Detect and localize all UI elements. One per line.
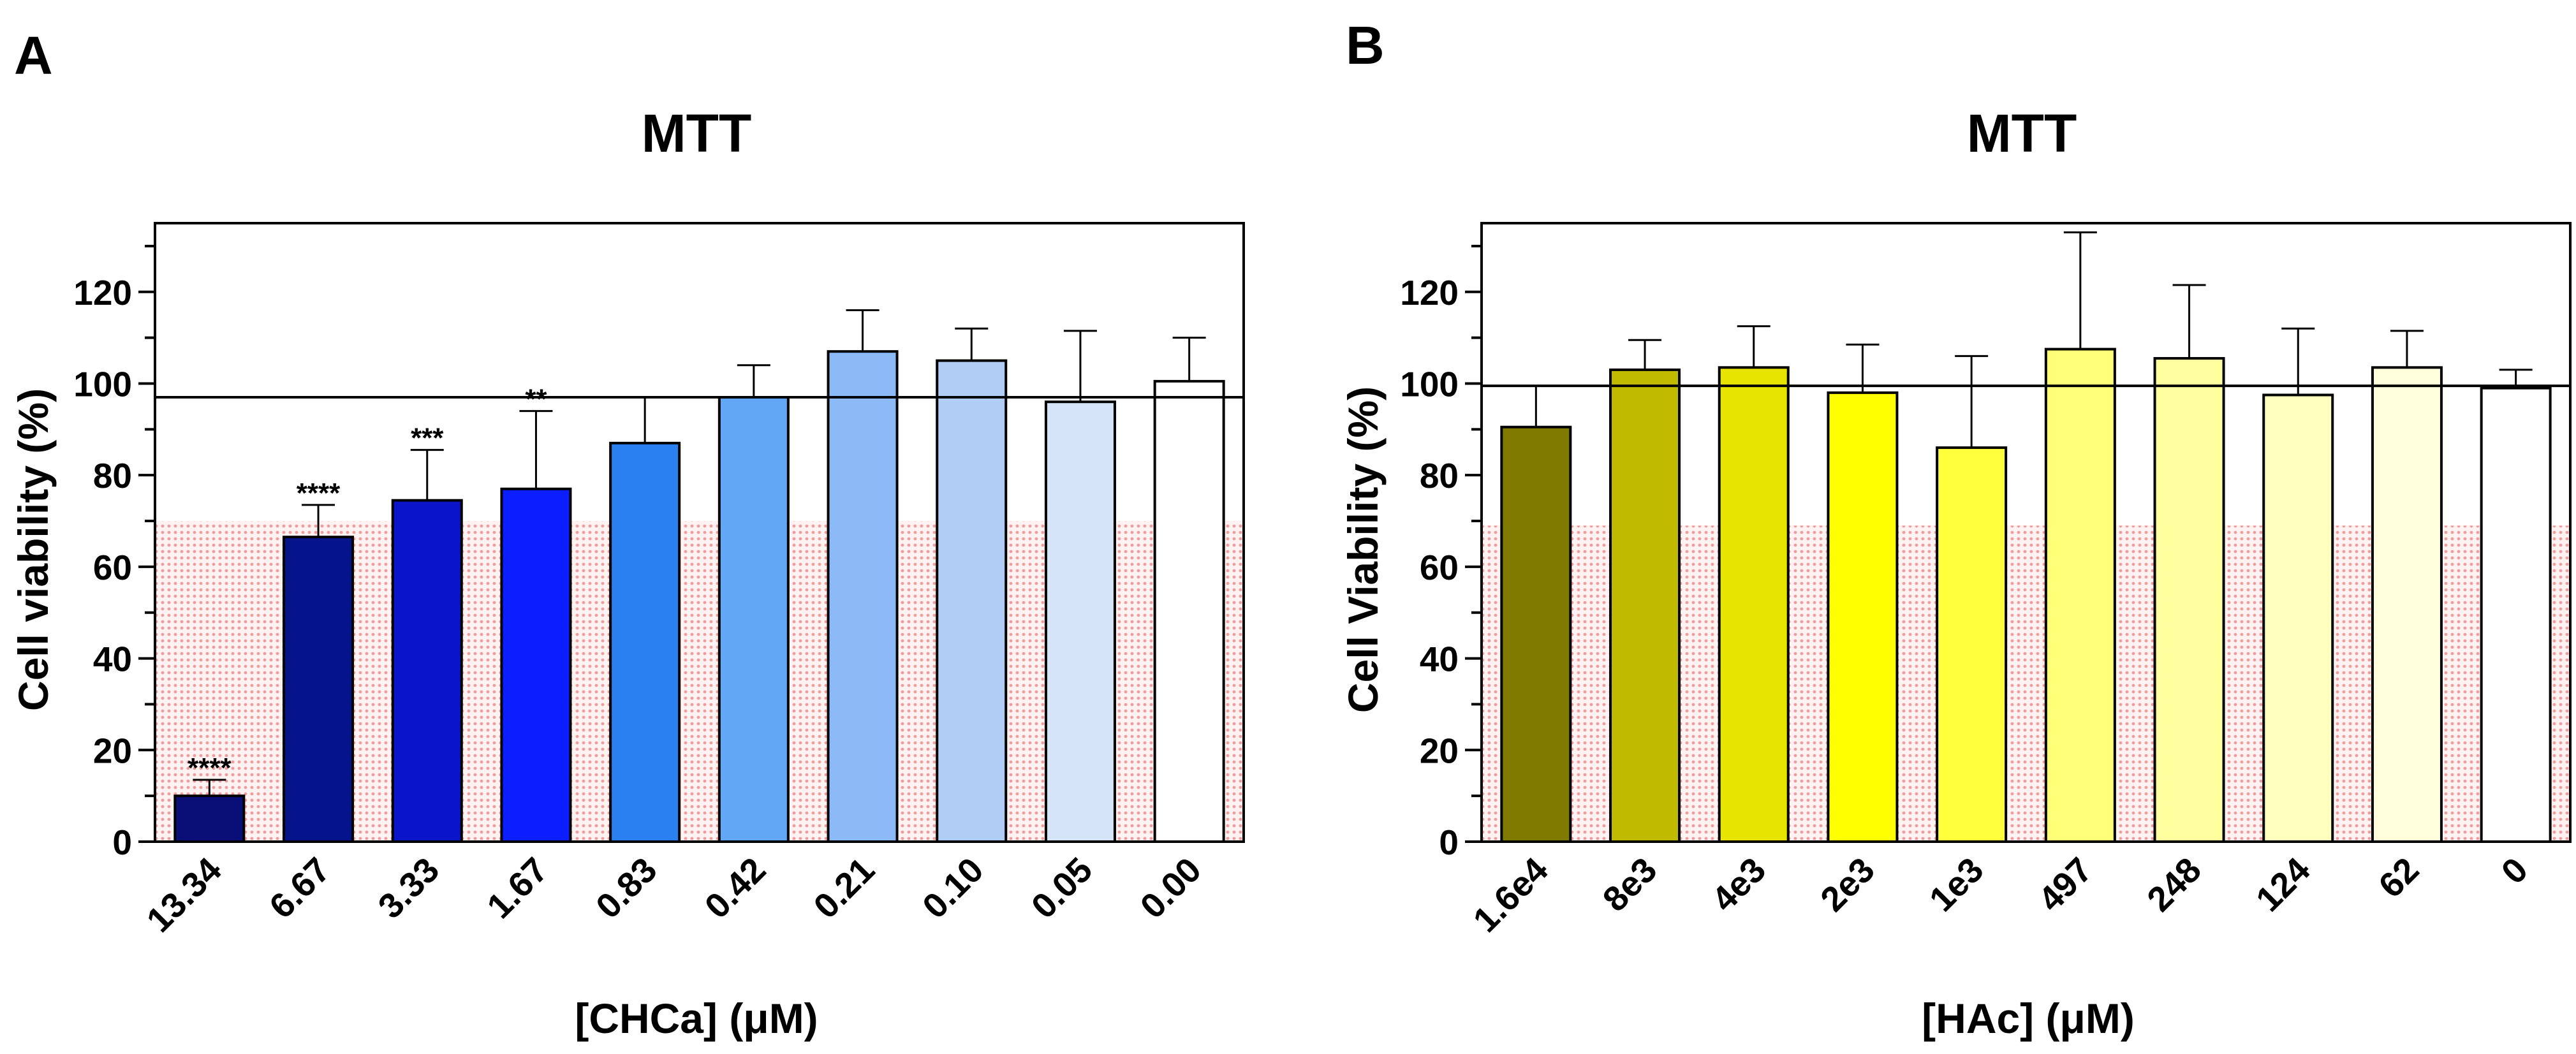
panel-a-x-tick-label-10: 0.00 xyxy=(1133,850,1209,926)
panel-a-x-tick-label-1: 13.34 xyxy=(139,849,229,939)
panel-a-x-tick-label-3: 3.33 xyxy=(371,850,447,926)
panel-b-bar-8 xyxy=(2262,393,2334,843)
panel-b-x-tick-label-10: 0 xyxy=(2494,850,2535,891)
panel-b-bar-10 xyxy=(2480,386,2552,843)
panel-b-bar-3 xyxy=(1718,366,1790,843)
panel-a-x-tick-label-8: 0.10 xyxy=(915,850,991,926)
panel-b-x-tick-label-8: 124 xyxy=(2248,849,2318,919)
panel-a-y-tick-label-100: 100 xyxy=(73,364,132,404)
panel-b-bar-7 xyxy=(2153,356,2225,843)
panel-b-y-tick-label-100: 100 xyxy=(1400,364,1459,404)
panel-a-bar-6 xyxy=(718,396,790,843)
panel-a-x-tick-label-5: 0.83 xyxy=(588,850,665,926)
panel-b-y-tick-label-0: 0 xyxy=(1439,823,1459,862)
panel-b-y-tick-label-40: 40 xyxy=(1420,640,1459,679)
panel-a-title: MTT xyxy=(642,103,752,163)
panel-b-x-tick-label-6: 497 xyxy=(2031,850,2100,919)
panel-b-y-tick-label-120: 120 xyxy=(1400,273,1459,312)
panel-b-x-tick-label-4: 2e3 xyxy=(1813,850,1882,919)
panel-b-x-axis-label: [HAc] (μM) xyxy=(1922,995,2135,1042)
panel-a-significance-1: **** xyxy=(188,752,232,784)
panel-b-x-tick-label-7: 248 xyxy=(2139,850,2209,919)
panel-b-x-tick-label-5: 1e3 xyxy=(1922,850,1991,919)
panel-b-y-tick-label-20: 20 xyxy=(1420,731,1459,770)
panel-a-bar-3 xyxy=(391,499,463,843)
panel-a-bar-8 xyxy=(936,359,1008,843)
panel-b-x-tick-label-1: 1.6e4 xyxy=(1466,849,1556,939)
panel-a-bar-2 xyxy=(283,536,355,843)
panel-a-bar-5 xyxy=(609,441,681,843)
panel-b-letter: B xyxy=(1346,15,1385,75)
panel-a-letter: A xyxy=(14,26,53,85)
panel-a-bar-7 xyxy=(827,350,899,843)
panel-a-significance-3: *** xyxy=(411,423,444,454)
panel-a-y-axis-label: Cell viability (%) xyxy=(10,388,57,711)
panel-b-bar-2 xyxy=(1609,368,1681,843)
panel-a-bar-9 xyxy=(1044,400,1116,843)
panel-a-y-tick-label-0: 0 xyxy=(112,823,132,862)
panel-a-x-axis-label: [CHCa] (μM) xyxy=(575,995,818,1042)
panel-b-plot: 1.6e4 8e3 4e3 2e3 1e3 497 248 124 62 0 0 20 40 60 80 10… xyxy=(1400,222,2572,940)
panel-a-x-tick-label-6: 0.42 xyxy=(697,850,774,926)
panel-a-y-tick-label-20: 20 xyxy=(93,731,132,770)
panel-a-plot-frame xyxy=(154,222,1245,843)
panel-b-bar-1 xyxy=(1500,425,1572,843)
panel-a-y-tick-label-40: 40 xyxy=(93,640,132,679)
panel-a-plot: **** 13.34 **** 6.67 *** 3.33 ** 1.67 0.83 0.42 0.… xyxy=(73,222,1245,940)
panel-b-plot-frame xyxy=(1480,222,2572,843)
panel-a-significance-4: ** xyxy=(525,384,547,415)
panel-b-x-tick-label-2: 8e3 xyxy=(1595,850,1665,919)
panel-a-bar-4 xyxy=(500,487,572,843)
panel-a-x-tick-label-9: 0.05 xyxy=(1024,850,1100,926)
panel-b-title: MTT xyxy=(1967,103,2077,163)
panel-b-x-tick-label-3: 4e3 xyxy=(1704,850,1774,919)
panel-b-bar-9 xyxy=(2371,366,2443,843)
panel-a-x-tick-label-7: 0.21 xyxy=(806,850,883,926)
panel-b-y-tick-label-80: 80 xyxy=(1420,456,1459,495)
panel-a-y-tick-label-80: 80 xyxy=(93,456,132,495)
panel-b-y-tick-label-60: 60 xyxy=(1420,548,1459,587)
panel-b-bar-6 xyxy=(2044,348,2116,843)
panel-a-bar-1 xyxy=(173,794,246,844)
panel-b-bar-4 xyxy=(1827,391,1899,843)
panel-a-x-tick-label-4: 1.67 xyxy=(479,850,556,926)
panel-b-bar-5 xyxy=(1936,446,2008,843)
panel-a-y-tick-label-120: 120 xyxy=(73,273,132,312)
panel-b-y-axis-label: Cell Viability (%) xyxy=(1339,386,1387,713)
panel-a-bar-10 xyxy=(1153,379,1225,843)
panel-b-x-tick-label-9: 62 xyxy=(2371,850,2426,905)
panel-a-y-tick-label-60: 60 xyxy=(93,548,132,587)
panel-a-significance-2: **** xyxy=(297,478,341,509)
panel-a-x-tick-label-2: 6.67 xyxy=(261,850,338,926)
